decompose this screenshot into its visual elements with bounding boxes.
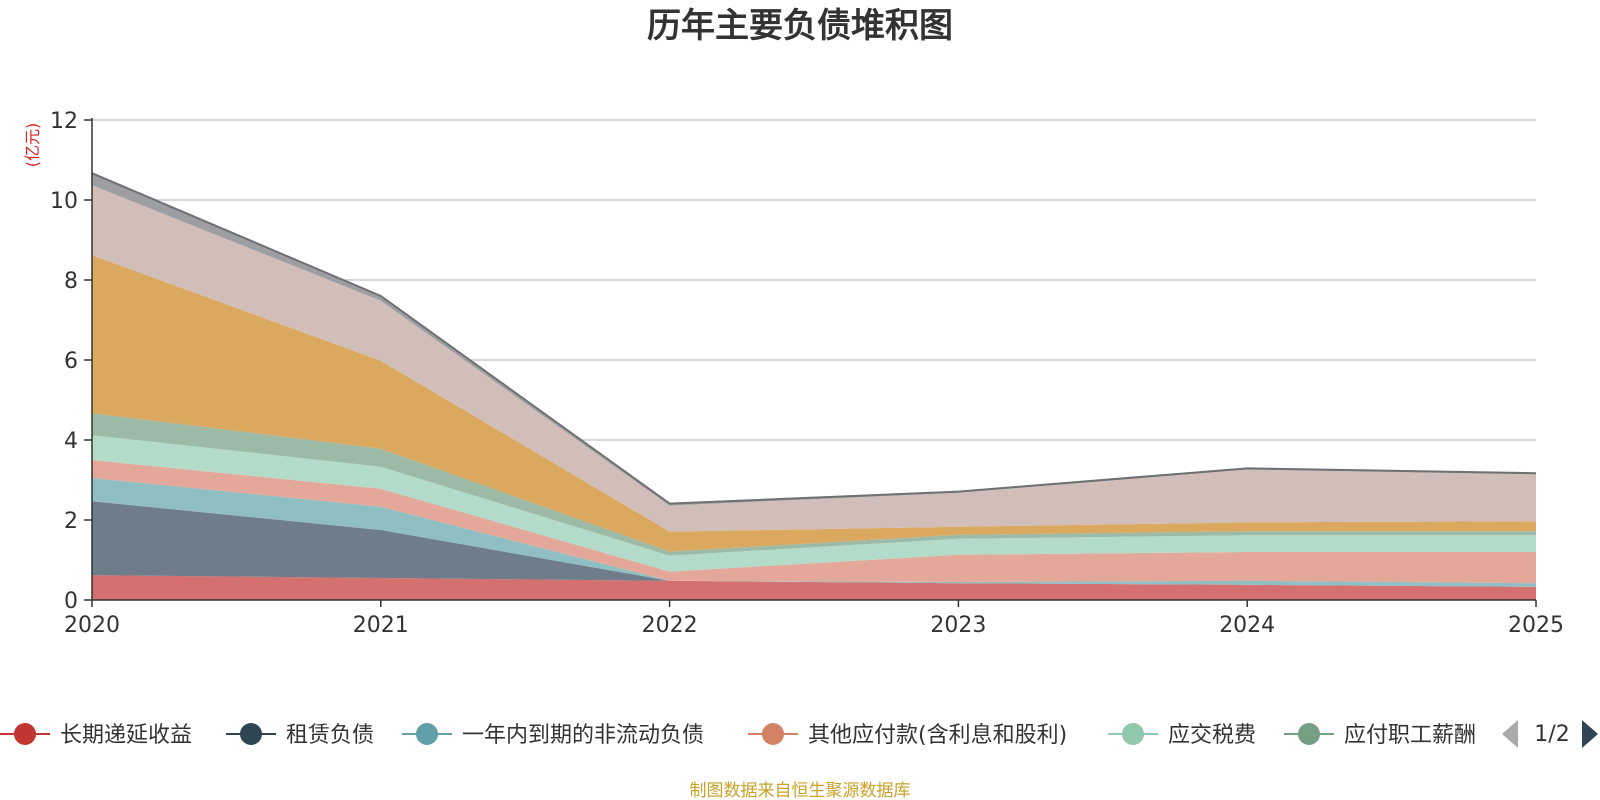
x-tick-label: 2020: [64, 613, 120, 638]
legend-marker-icon: [762, 723, 784, 745]
legend-label: 其他应付款(含利息和股利): [808, 723, 1067, 748]
legend-page-indicator: 1/2: [1534, 722, 1569, 747]
area-3: [92, 460, 1536, 584]
area-7: [92, 185, 1536, 532]
area-series: [91, 172, 1537, 600]
legend-marker-icon: [1298, 723, 1320, 745]
y-tick-label: 12: [50, 109, 78, 134]
legend-label: 一年内到期的非流动负债: [462, 723, 704, 748]
y-axis-ticks: 0 2 4 6 8 10 12: [50, 109, 92, 614]
area-1: [92, 501, 1536, 587]
y-tick-label: 0: [64, 589, 78, 614]
legend-label: 长期递延收益: [60, 723, 192, 748]
legend-marker-icon: [416, 723, 438, 745]
legend-item[interactable]: 应交税费: [1108, 723, 1256, 748]
area-0: [92, 575, 1536, 600]
chart-title: 历年主要负债堆积图: [647, 6, 953, 46]
y-tick-label: 4: [64, 429, 78, 454]
x-tick-label: 2023: [930, 613, 986, 638]
legend-item[interactable]: 其他应付款(含利息和股利): [748, 723, 1067, 748]
legend-next-page-icon[interactable]: [1582, 720, 1598, 748]
legend-prev-page-icon[interactable]: [1502, 720, 1518, 748]
legend-pager: 1/2: [1502, 720, 1598, 748]
x-axis-ticks: 2020 2021 2022 2023 2024 2025: [64, 600, 1564, 638]
x-tick-label: 2021: [353, 613, 409, 638]
x-tick-label: 2022: [642, 613, 698, 638]
legend-marker-icon: [1122, 723, 1144, 745]
y-tick-label: 8: [64, 269, 78, 294]
legend-label: 应付职工薪酬: [1344, 723, 1476, 748]
y-tick-label: 10: [50, 189, 78, 214]
legend-marker-icon: [240, 723, 262, 745]
y-tick-label: 6: [64, 349, 78, 374]
y-tick-label: 2: [64, 509, 78, 534]
legend-marker-icon: [14, 723, 36, 745]
legend: 长期递延收益 租赁负债 一年内到期的非流动负债 其他应付款(含利息和股利) 应交税费 应付…: [0, 723, 1476, 748]
legend-label: 应交税费: [1168, 723, 1256, 748]
area-4: [92, 435, 1536, 572]
legend-item[interactable]: 长期递延收益: [0, 723, 192, 748]
legend-item[interactable]: 应付职工薪酬: [1284, 723, 1476, 748]
x-tick-label: 2025: [1508, 613, 1564, 638]
area-6: [92, 255, 1536, 552]
x-tick-label: 2024: [1219, 613, 1275, 638]
y-axis-unit: (亿元): [23, 123, 42, 168]
legend-label: 租赁负债: [286, 723, 374, 748]
legend-item[interactable]: 一年内到期的非流动负债: [402, 723, 704, 748]
data-source-note: 制图数据来自恒生聚源数据库: [690, 781, 911, 800]
legend-item[interactable]: 租赁负债: [226, 723, 374, 748]
total-outline: [91, 172, 1537, 505]
